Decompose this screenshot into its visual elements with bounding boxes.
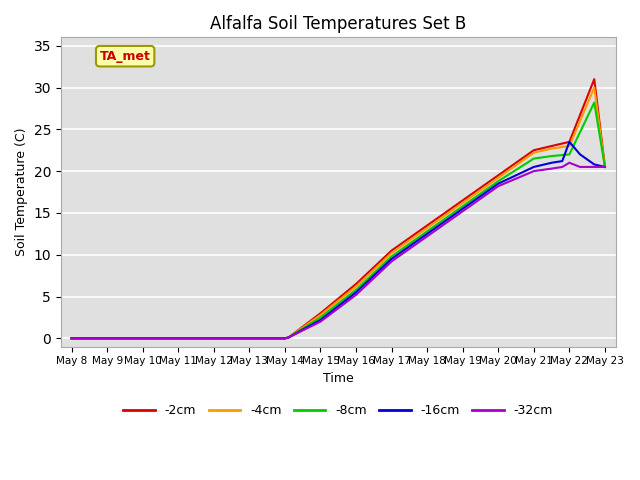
Legend: -2cm, -4cm, -8cm, -16cm, -32cm: -2cm, -4cm, -8cm, -16cm, -32cm [118, 399, 558, 422]
Text: TA_met: TA_met [100, 50, 150, 63]
Title: Alfalfa Soil Temperatures Set B: Alfalfa Soil Temperatures Set B [210, 15, 467, 33]
X-axis label: Time: Time [323, 372, 354, 385]
Y-axis label: Soil Temperature (C): Soil Temperature (C) [15, 128, 28, 256]
